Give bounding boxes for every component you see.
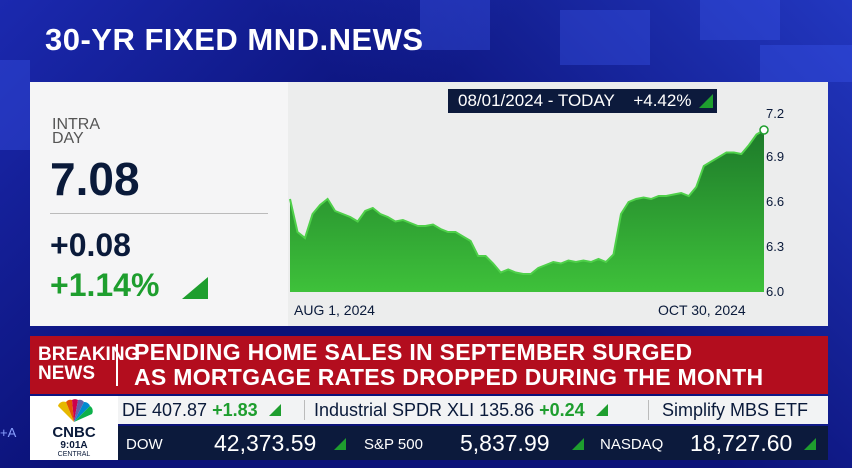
x-axis-start-label: AUG 1, 2024 (294, 302, 375, 318)
time-zone: CENTRAL (57, 451, 91, 458)
banner-separator (116, 344, 118, 386)
breaking-news-banner: BREAKING NEWS PENDING HOME SALES IN SEPT… (30, 336, 828, 394)
breaking-tag-line1: BREAKING (38, 344, 140, 365)
edge-fragment: +A (0, 425, 17, 440)
headline-line2: AS MORTGAGE RATES DROPPED DURING THE MON… (134, 364, 764, 390)
divider (50, 213, 268, 214)
index-value: 18,727.60 (690, 430, 793, 456)
up-arrow-icon (699, 94, 714, 108)
range-badge: 08/01/2024 - TODAY +4.42% (448, 89, 718, 113)
index-ticker: DOW 42,373.59 S&P 500 5,837.99 NASDAQ 18… (118, 426, 828, 460)
rate-chart: 08/01/2024 - TODAY +4.42% AUG 1, 2024 OC… (288, 82, 828, 326)
up-arrow-icon (182, 277, 208, 299)
y-tick-label: 7.2 (766, 106, 785, 121)
index-value: 42,373.59 (214, 430, 317, 456)
series-line (289, 129, 765, 275)
range-change: +4.42% (633, 91, 692, 110)
breaking-news-tag: BREAKING NEWS (38, 345, 139, 383)
y-tick-label: 6.6 (766, 194, 785, 209)
ticker-label: DE 407.87 (122, 400, 208, 420)
index-name: DOW (126, 436, 163, 453)
up-arrow-icon (572, 438, 584, 450)
page-title: 30-YR FIXED MND.NEWS (45, 22, 424, 57)
quote-panel: INTRA DAY 7.08 +0.08 +1.14% 08/01/2024 -… (30, 82, 828, 326)
ticker-item: Industrial SPDR XLI 135.86 +0.24 (314, 400, 608, 421)
breaking-tag-line2: NEWS (38, 363, 95, 384)
ticker-item: DE 407.87 +1.83 (122, 400, 281, 421)
up-arrow-icon (595, 404, 608, 416)
index-name: NASDAQ (600, 436, 664, 453)
ticker-label: Simplify MBS ETF (662, 400, 809, 420)
current-rate: 7.08 (50, 153, 140, 205)
intraday-label-line1: INTRA (52, 116, 100, 133)
up-arrow-icon (334, 438, 346, 450)
local-time: 9:01A (60, 440, 88, 451)
last-point-marker (759, 125, 769, 135)
network-name: CNBC (52, 424, 96, 441)
up-arrow-icon (268, 404, 281, 416)
rate-change-percent: +1.14% (50, 267, 160, 303)
area-chart (289, 125, 769, 292)
intraday-label: INTRA DAY (52, 116, 100, 147)
series-area (290, 130, 764, 292)
rate-change: +0.08 (50, 227, 131, 263)
up-arrow-icon (804, 438, 816, 450)
headline-line1: PENDING HOME SALES IN SEPTEMBER SURGED (134, 339, 693, 365)
bg-cube (700, 0, 780, 40)
bg-cube (760, 45, 852, 82)
ticker-separator (304, 400, 305, 420)
bg-cube (0, 60, 30, 150)
index-name: S&P 500 (364, 436, 423, 453)
quote-summary: INTRA DAY 7.08 +0.08 +1.14% (30, 82, 288, 326)
ticker-change: +1.83 (212, 400, 258, 420)
range-label: 08/01/2024 - TODAY (458, 91, 615, 110)
y-tick-label: 6.0 (766, 284, 785, 299)
bg-cube (420, 0, 490, 50)
ticker-item: Simplify MBS ETF (662, 400, 808, 421)
y-tick-label: 6.3 (766, 239, 785, 254)
ticker-separator (648, 400, 649, 420)
ticker-change: +0.24 (539, 400, 585, 420)
x-axis-end-label: OCT 30, 2024 (658, 302, 746, 318)
network-bug: CNBC 9:01A CENTRAL (30, 396, 118, 460)
headline: PENDING HOME SALES IN SEPTEMBER SURGED A… (134, 340, 763, 390)
ticker-label: Industrial SPDR XLI 135.86 (314, 400, 535, 420)
peacock-logo (58, 399, 93, 422)
intraday-label-line2: DAY (52, 130, 84, 147)
y-tick-label: 6.9 (766, 149, 785, 164)
stock-ticker-top: DE 407.87 +1.83 Industrial SPDR XLI 135.… (118, 396, 828, 424)
bg-cube (560, 10, 650, 65)
index-value: 5,837.99 (460, 430, 550, 456)
